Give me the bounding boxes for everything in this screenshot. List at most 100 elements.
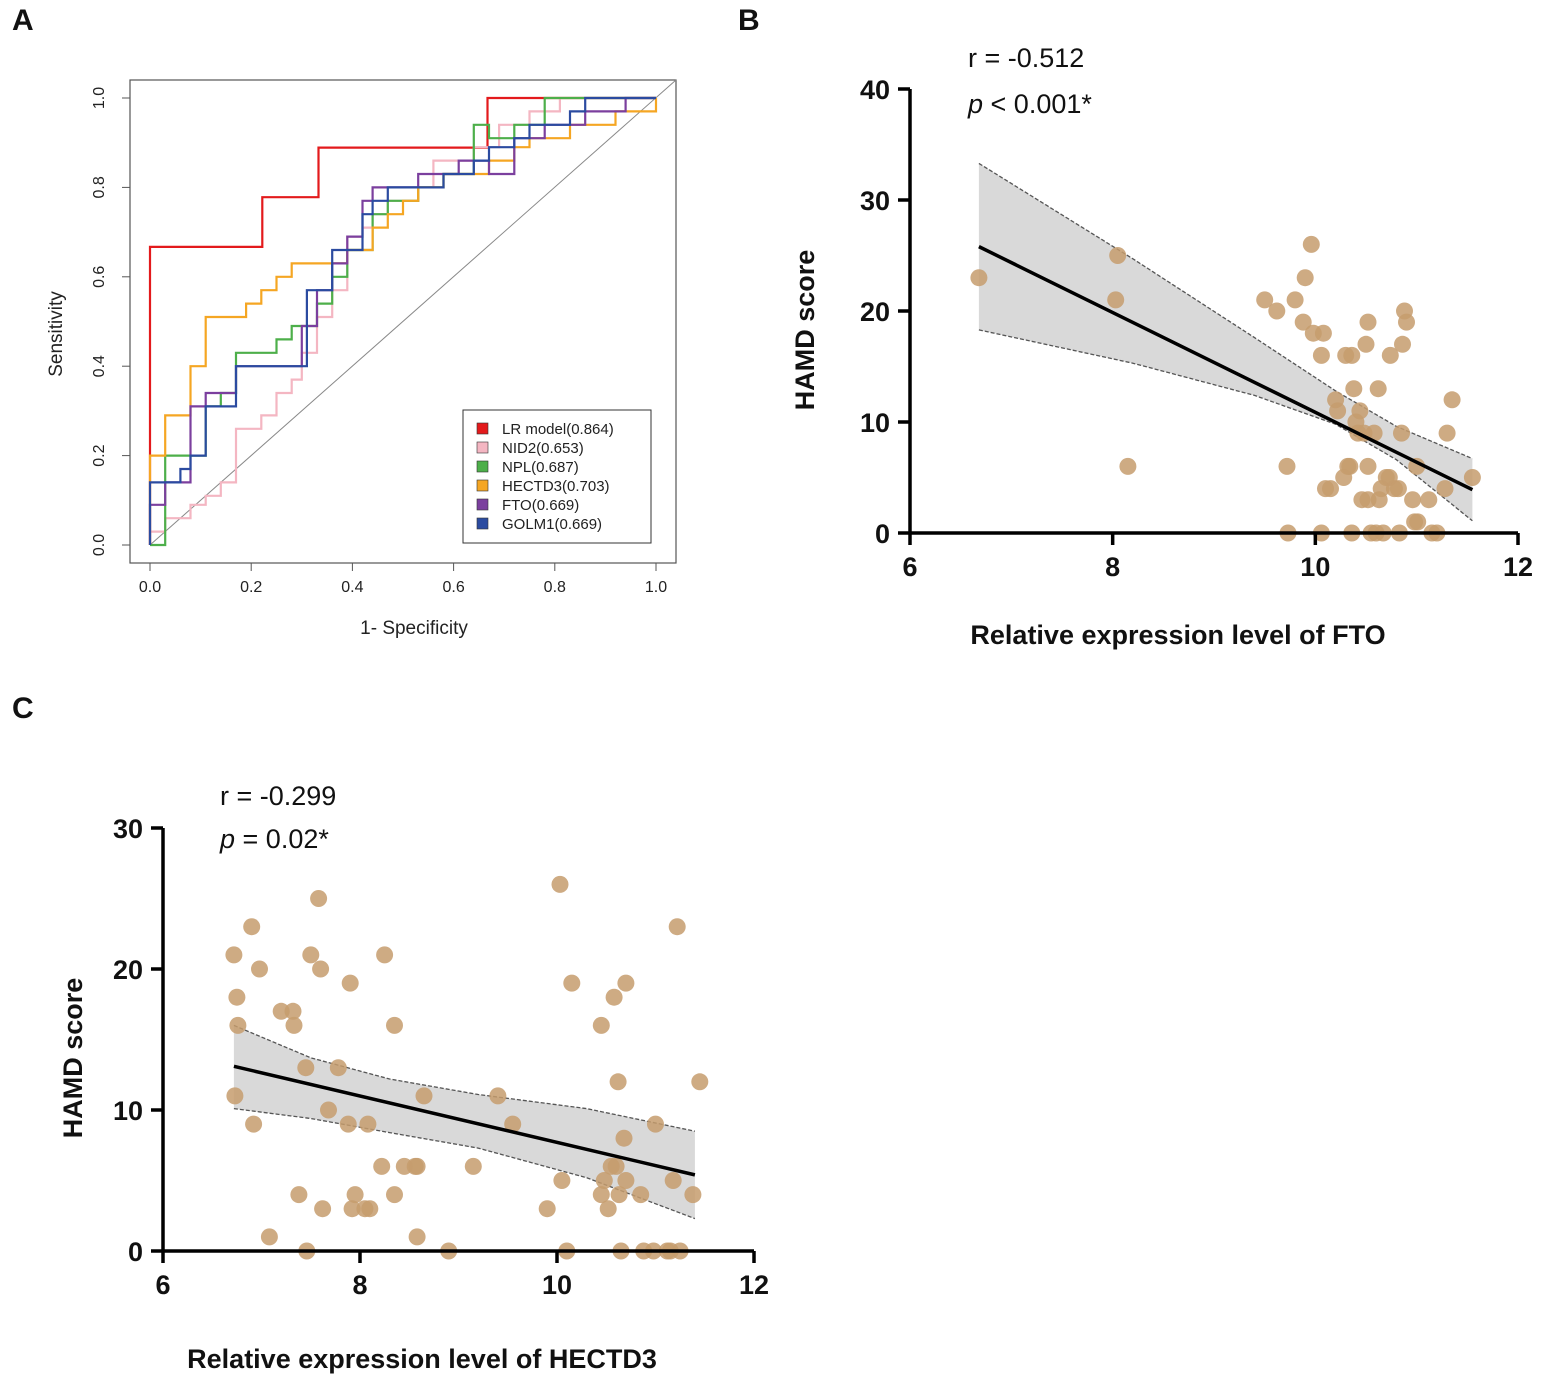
- fto-point: [1322, 480, 1339, 498]
- fto-y-tick-label: 10: [860, 408, 890, 438]
- roc-y-tick-label: 1.0: [91, 87, 108, 109]
- hectd3-point: [595, 1172, 613, 1189]
- hectd3-point: [553, 1172, 571, 1189]
- roc-curve-4: [148, 98, 658, 545]
- hectd3-point: [359, 1115, 377, 1133]
- hectd3-y-tick-label: 0: [128, 1237, 143, 1267]
- hectd3-point: [607, 1157, 625, 1175]
- fto-point: [1357, 335, 1375, 353]
- panel-label-a: A: [12, 4, 34, 37]
- hectd3-point: [229, 1016, 247, 1034]
- roc-x-tick-label: 0.6: [442, 579, 464, 596]
- hectd3-point: [341, 974, 359, 992]
- fto-point: [1278, 457, 1296, 475]
- roc-y-tick-label: 0.2: [91, 444, 108, 466]
- hectd3-y-tick-label: 10: [113, 1096, 143, 1126]
- fto-p-symbol: p: [967, 89, 983, 119]
- fto-point: [1398, 313, 1415, 331]
- roc-chart: 0.0 0.2 0.4 0.6 0.8 1.0 0.0 0.2 0.4 0.6 0.8 1.0 1-…: [46, 79, 677, 639]
- fto-point: [1286, 291, 1304, 309]
- hectd3-point: [251, 960, 268, 978]
- fto-point: [1389, 480, 1407, 498]
- fto-point: [1436, 480, 1454, 498]
- roc-legend-label-3: NPL(0.687): [502, 459, 579, 476]
- fto-point: [1409, 513, 1427, 531]
- fto-point: [1314, 324, 1332, 342]
- roc-x-tick-label: 0.2: [240, 579, 262, 596]
- fto-fit-line: [978, 245, 1474, 492]
- hectd3-point: [285, 1016, 303, 1034]
- fto-point: [1408, 457, 1426, 475]
- hectd3-x-tick-label: 12: [739, 1270, 769, 1300]
- fto-y-tick-label: 40: [860, 75, 890, 105]
- roc-y-tick-label: 0.8: [91, 176, 108, 198]
- fto-point: [1443, 391, 1461, 409]
- fto-point: [1345, 380, 1363, 398]
- hectd3-point: [684, 1186, 702, 1204]
- hectd3-point: [228, 988, 246, 1006]
- roc-x-tick-label: 1.0: [645, 579, 667, 596]
- roc-legend-swatch-4: [476, 479, 489, 492]
- hectd3-point: [605, 988, 623, 1006]
- roc-x-tick-label: 0.0: [139, 579, 161, 596]
- roc-curve-1: [148, 96, 656, 545]
- fto-point: [1463, 469, 1481, 486]
- hectd3-point: [563, 974, 581, 992]
- panel-label-c: C: [12, 692, 34, 725]
- fto-y-tick-label: 0: [875, 519, 890, 549]
- roc-plot-frame: [129, 79, 677, 564]
- fto-point: [1359, 457, 1377, 475]
- hectd3-p-symbol: p: [219, 824, 235, 854]
- roc-x-tick-label: 0.8: [544, 579, 566, 596]
- hectd3-p-rest: = 0.02*: [235, 824, 329, 854]
- roc-legend-label-6: GOLM1(0.669): [502, 516, 602, 533]
- fto-point: [1341, 457, 1359, 475]
- fto-point: [1359, 313, 1377, 331]
- hectd3-correlation-r: r = -0.299: [220, 781, 336, 811]
- fto-point: [970, 269, 988, 287]
- hectd3-point: [376, 946, 394, 964]
- fto-point: [1294, 313, 1312, 331]
- roc-y-tick-label: 0.6: [91, 266, 108, 288]
- roc-legend-swatch-6: [476, 517, 489, 530]
- fto-point: [1302, 235, 1320, 253]
- hectd3-point: [225, 946, 243, 964]
- fto-point: [1343, 346, 1361, 364]
- fto-x-tick-label: 6: [902, 552, 917, 582]
- hectd3-point: [339, 1115, 357, 1133]
- hectd3-point: [609, 1073, 627, 1091]
- roc-y-axis-label: Sensitivity: [46, 291, 67, 377]
- hectd3-point: [415, 1087, 433, 1105]
- fto-regression-line: [978, 245, 1474, 492]
- roc-legend: LR model(0.864) NID2(0.653) NPL(0.687) HECT…: [462, 409, 652, 544]
- roc-diagonal-reference: [149, 79, 677, 546]
- hectd3-point: [664, 1172, 682, 1189]
- fto-point: [1351, 402, 1369, 420]
- fto-point: [1268, 302, 1286, 320]
- fto-point: [1329, 402, 1347, 420]
- fto-point: [1393, 424, 1410, 442]
- hectd3-point: [314, 1200, 332, 1218]
- hectd3-point: [361, 1200, 379, 1218]
- hectd3-ci-upper-bound: [233, 1024, 696, 1132]
- fto-correlation-r: r = -0.512: [968, 43, 1084, 73]
- hectd3-fit-line: [233, 1064, 696, 1177]
- fto-x-axis-label: Relative expression level of FTO: [970, 620, 1385, 650]
- hectd3-point: [386, 1016, 403, 1034]
- roc-x-ticks: 0.0 0.2 0.4 0.6 0.8 1.0: [139, 563, 667, 596]
- fto-p-rest: < 0.001*: [983, 89, 1092, 119]
- roc-x-axis-label: 1- Specificity: [360, 618, 468, 639]
- roc-y-ticks: 0.0 0.2 0.4 0.6 0.8 1.0: [91, 87, 130, 556]
- fto-point: [1312, 346, 1330, 364]
- fto-point: [1109, 247, 1127, 264]
- fto-point: [1381, 346, 1399, 364]
- hectd3-data-points: [225, 875, 709, 1260]
- fto-point: [1420, 491, 1438, 509]
- roc-legend-swatch-3: [476, 460, 489, 473]
- hectd3-point: [329, 1059, 347, 1077]
- hectd3-point: [320, 1101, 337, 1119]
- hectd3-p-value: p = 0.02*: [219, 824, 329, 854]
- roc-curves: [148, 96, 658, 547]
- roc-y-tick-label: 0.0: [91, 534, 108, 556]
- fto-y-axis-label: HAMD score: [790, 250, 820, 411]
